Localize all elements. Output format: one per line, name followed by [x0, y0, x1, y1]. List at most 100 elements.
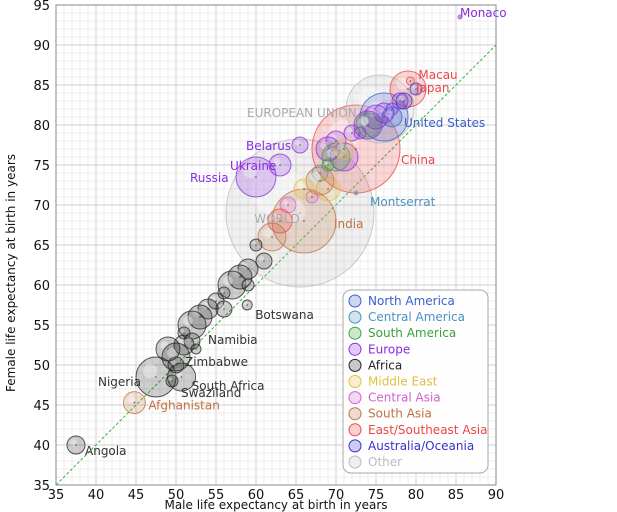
y-tick-label: 90	[33, 39, 50, 54]
bubble-center	[303, 188, 305, 190]
bubble-highlight	[324, 161, 329, 166]
bubble-highlight	[320, 141, 329, 150]
bubble-highlight	[320, 181, 329, 190]
label-angola: Angola	[85, 444, 126, 458]
bubble-swaziland-center	[171, 380, 173, 382]
bubble-highlight	[398, 95, 405, 102]
x-tick-label: 60	[248, 488, 265, 503]
bubble-highlight	[334, 147, 345, 158]
bubble-highlight	[258, 255, 265, 262]
y-tick-label: 70	[33, 199, 50, 214]
bubble-center	[391, 108, 393, 110]
bubble-european-union-center	[379, 108, 381, 110]
bubble-world-center	[299, 212, 301, 214]
bubble-monaco-center	[459, 16, 461, 18]
legend-swatch	[348, 294, 362, 308]
label-monaco: Monaco	[460, 6, 507, 20]
legend-swatch	[348, 455, 362, 469]
y-tick-label: 85	[33, 79, 50, 94]
bubble-highlight	[222, 275, 233, 286]
bubble-belarus-highlight	[294, 139, 301, 146]
bubble-highlight	[360, 117, 369, 126]
bubble-swaziland-highlight	[168, 377, 173, 382]
x-tick-label: 75	[368, 488, 385, 503]
bubble-center	[327, 164, 329, 166]
bubble-center	[415, 88, 417, 90]
x-axis-label: Male life expectancy at birth in years	[164, 498, 387, 512]
y-tick-label: 80	[33, 119, 50, 134]
legend-swatch	[348, 342, 362, 356]
bubble-russia-center	[255, 176, 257, 178]
bubble-center	[287, 204, 289, 206]
bubble-center	[391, 116, 393, 118]
label-swaziland: Swaziland	[181, 386, 241, 400]
bubble-center	[335, 156, 337, 158]
bubble-center	[167, 348, 169, 350]
reference-line	[55, 44, 497, 486]
bubble-ukraine-highlight	[272, 157, 281, 166]
bubble-center	[239, 276, 241, 278]
label-south-africa: South Africa	[192, 379, 265, 393]
y-tick-label: 95	[33, 0, 50, 14]
bubble-highlight	[272, 213, 281, 222]
bubble-center	[215, 300, 217, 302]
bubble-highlight	[358, 115, 369, 126]
bubble-highlight	[412, 85, 417, 90]
bubble-highlight	[252, 241, 257, 246]
label-united-states: United States	[404, 116, 485, 130]
x-tick-label: 40	[88, 488, 105, 503]
bubble-center	[255, 244, 257, 246]
label-ukraine: Ukraine	[230, 159, 276, 173]
y-tick-label: 55	[33, 319, 50, 334]
y-tick-label: 40	[33, 439, 50, 454]
bubble-highlight	[218, 303, 225, 310]
legend-entry: North America	[368, 294, 455, 308]
bubble-highlight	[337, 142, 345, 150]
bubble-angola-highlight	[70, 439, 77, 446]
bubble-center	[247, 284, 249, 286]
bubble-center	[263, 260, 265, 262]
label-zimbabwe: Zimbabwe	[185, 355, 248, 369]
tick-labels: 35 40 45 50 55 60 65 70 75 80 85 90 35 40 45 50 55 60 65 70…	[33, 0, 504, 503]
bubble-zimbabwe-highlight	[170, 359, 177, 366]
label-namibia: Namibia	[208, 333, 258, 347]
bubble-afghanistan-center	[133, 401, 136, 404]
bubble-center	[279, 220, 281, 222]
legend-swatch	[348, 358, 362, 372]
label-china: China	[401, 153, 435, 167]
bubble-japan-highlight	[396, 77, 409, 90]
x-tick-label: 70	[328, 488, 345, 503]
plot-frame	[55, 4, 497, 486]
bubble-zimbabwe-center	[175, 364, 177, 366]
legend-entry: Australia/Oceania	[368, 439, 474, 453]
bubble-nigeria-center	[155, 376, 157, 378]
bubble-center	[319, 180, 321, 182]
bubble-macau-center	[409, 80, 412, 82]
bubble-center	[183, 332, 185, 334]
bubble-botswana-highlight	[243, 301, 248, 306]
bubble-highlight	[377, 106, 385, 114]
bubbles	[66, 14, 463, 455]
bubble-center	[343, 148, 345, 150]
bubble-nigeria-highlight	[143, 364, 157, 378]
legend-swatch	[348, 407, 362, 421]
bubble-highlight	[297, 182, 305, 190]
legend-swatch	[348, 391, 362, 405]
label-montserrat: Montserrat	[370, 195, 436, 209]
label-india: India	[334, 217, 363, 231]
y-tick-label: 60	[33, 279, 50, 294]
legend-swatch	[348, 310, 362, 324]
legend-swatch	[348, 326, 362, 340]
bubble-center	[191, 340, 193, 342]
label-botswana: Botswana	[255, 308, 314, 322]
bubble-highlight	[180, 329, 185, 334]
bubble-india-highlight	[283, 200, 306, 223]
bubble-highlight	[220, 289, 225, 294]
y-tick-label: 75	[33, 159, 50, 174]
legend-entry: Africa	[368, 358, 402, 372]
legend-entry: Other	[368, 455, 402, 469]
bubble-afghanistan-highlight	[127, 395, 135, 404]
legend-swatch	[348, 423, 362, 437]
bubble-montserrat-center	[355, 192, 357, 194]
